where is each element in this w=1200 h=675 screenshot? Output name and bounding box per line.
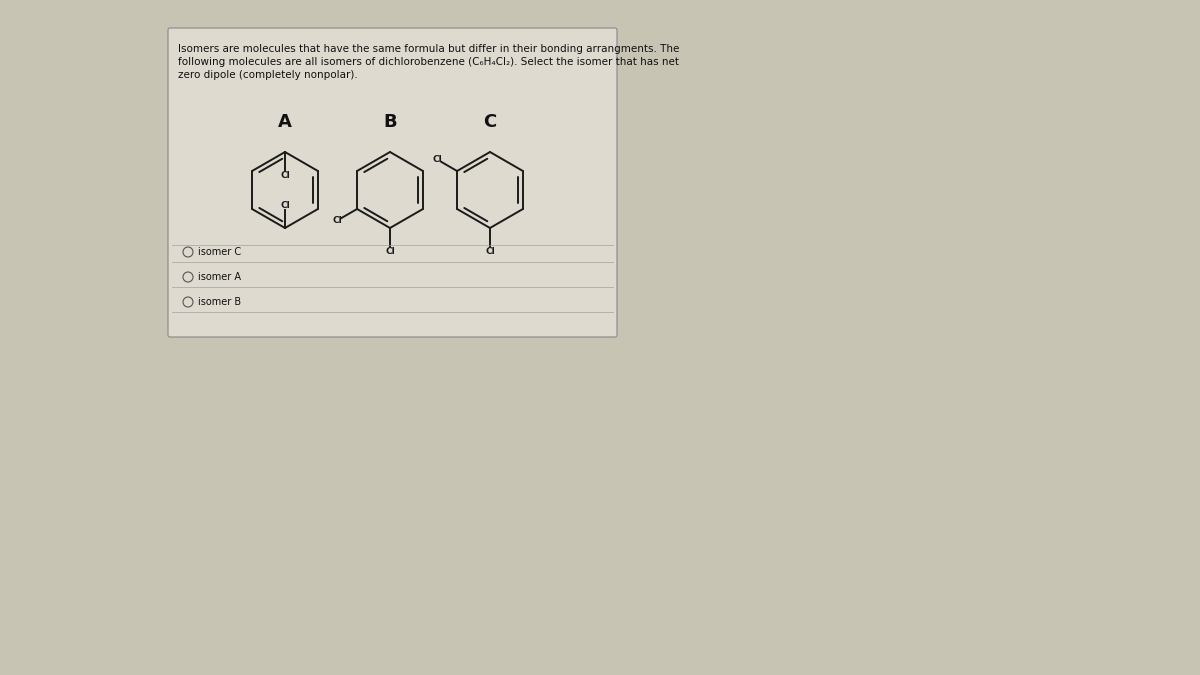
Text: following molecules are all isomers of dichlorobenzene (C₆H₄Cl₂). Select the iso: following molecules are all isomers of d…: [178, 57, 679, 67]
Text: Cl: Cl: [280, 171, 290, 180]
Text: B: B: [383, 113, 397, 131]
Text: A: A: [278, 113, 292, 131]
Text: Cl: Cl: [485, 246, 494, 256]
Text: C: C: [484, 113, 497, 131]
FancyBboxPatch shape: [168, 28, 617, 337]
Text: zero dipole (completely nonpolar).: zero dipole (completely nonpolar).: [178, 70, 358, 80]
Text: Isomers are molecules that have the same formula but differ in their bonding arr: Isomers are molecules that have the same…: [178, 44, 679, 54]
Text: isomer C: isomer C: [198, 247, 241, 257]
Text: Cl: Cl: [280, 200, 290, 209]
Text: Cl: Cl: [432, 155, 442, 164]
Text: Cl: Cl: [385, 246, 395, 256]
Text: Cl: Cl: [332, 216, 342, 225]
Text: isomer B: isomer B: [198, 297, 241, 307]
Text: isomer A: isomer A: [198, 272, 241, 282]
